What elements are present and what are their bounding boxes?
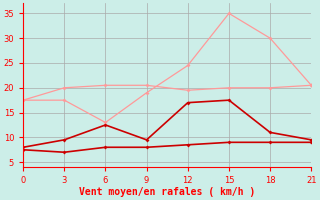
X-axis label: Vent moyen/en rafales ( km/h ): Vent moyen/en rafales ( km/h ) — [79, 187, 255, 197]
